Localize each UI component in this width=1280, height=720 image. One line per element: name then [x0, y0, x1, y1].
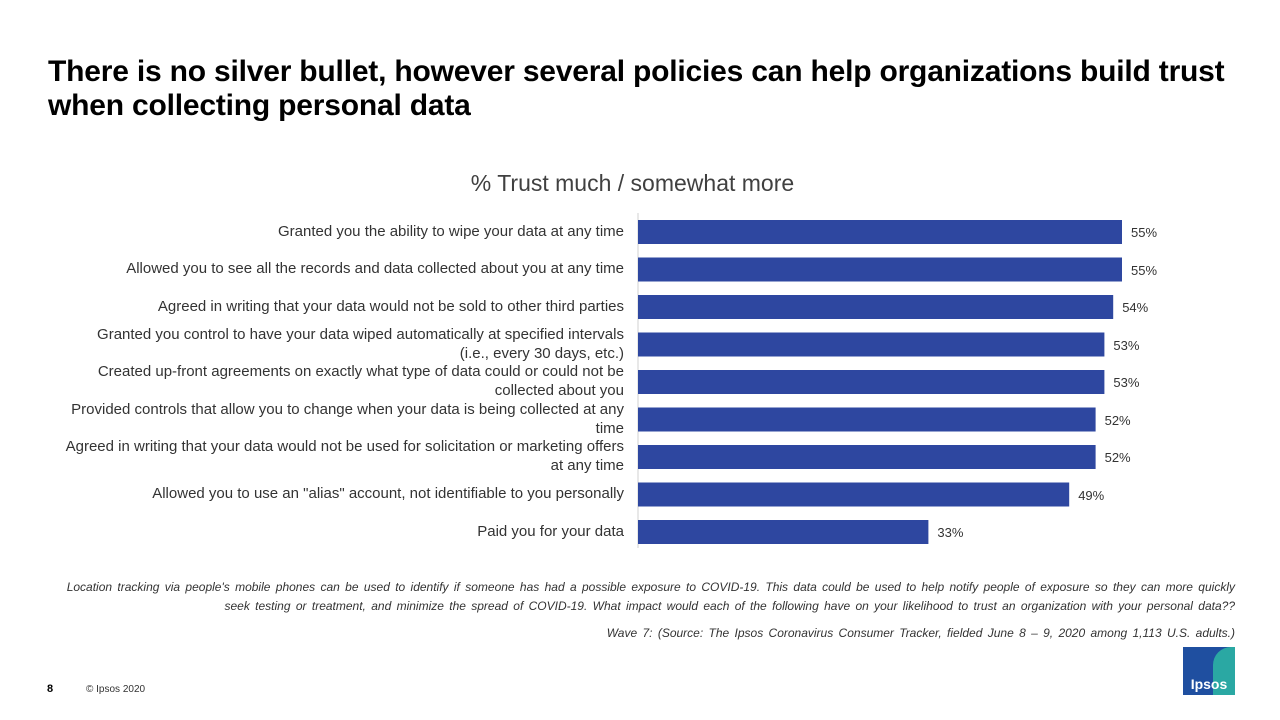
category-label-8: Paid you for your data [477, 522, 624, 540]
chart-title: % Trust much / somewhat more [470, 170, 795, 196]
bar-7 [638, 482, 1070, 507]
category-label-5: Provided controls that allow you to chan… [71, 400, 624, 437]
category-label-0: Granted you the ability to wipe your dat… [277, 222, 624, 240]
value-label-5: 52% [1104, 412, 1131, 428]
value-label-8: 33% [937, 525, 964, 540]
bar-8 [638, 520, 929, 544]
page-number: 8 [47, 683, 54, 695]
page-title: There is no silver bullet, however sever… [48, 55, 1225, 122]
value-label-1: 55% [1131, 262, 1158, 278]
bar-4 [638, 370, 1105, 394]
value-label-4: 53% [1113, 375, 1140, 390]
bar-3 [638, 332, 1105, 357]
bar-0 [638, 220, 1122, 244]
value-label-2: 54% [1122, 300, 1149, 315]
category-label-2: Agreed in writing that your data would n… [157, 297, 624, 315]
logo-text: Ipsos [1190, 676, 1228, 692]
category-label-7: Allowed you to use an "alias" account, n… [152, 485, 624, 502]
category-label-4: Created up-front agreements on exactly w… [97, 363, 624, 399]
bar-1 [638, 257, 1122, 282]
value-label-6: 52% [1104, 450, 1131, 465]
value-label-0: 55% [1131, 225, 1158, 240]
logo-accent-shape [1213, 647, 1235, 695]
copyright-text: © Ipsos 2020 [86, 684, 146, 695]
value-label-7: 49% [1078, 487, 1105, 503]
category-label-6: Agreed in writing that your data would n… [65, 438, 624, 474]
value-label-3: 53% [1113, 337, 1140, 353]
bar-2 [638, 295, 1114, 319]
ipsos-logo: Ipsos [1183, 647, 1235, 695]
footnote-question: Location tracking via people's mobile ph… [66, 580, 1235, 613]
category-label-3: Granted you control to have your data wi… [97, 325, 624, 362]
footnote-source: Wave 7: (Source: The Ipsos Coronavirus C… [606, 626, 1235, 640]
bar-5 [638, 407, 1096, 432]
bar-6 [638, 445, 1096, 469]
category-label-1: Allowed you to see all the records and d… [126, 260, 624, 277]
